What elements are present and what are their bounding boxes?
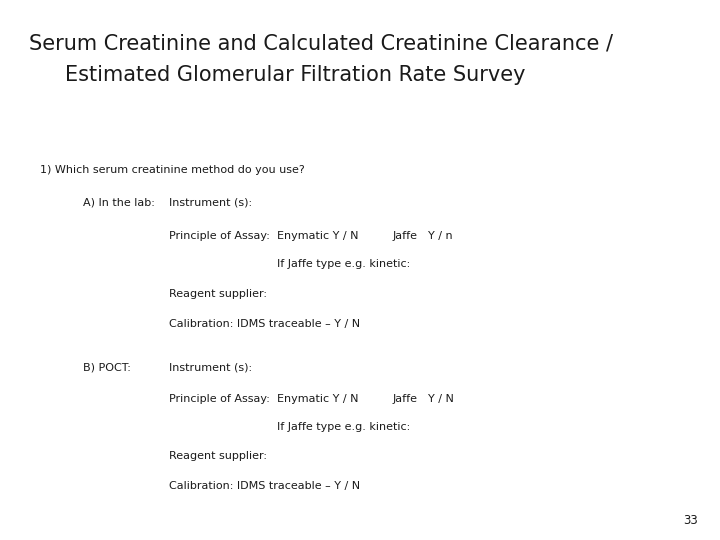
Text: Instrument (s):: Instrument (s): xyxy=(169,198,252,207)
Text: Reagent supplier:: Reagent supplier: xyxy=(169,289,267,299)
Text: Reagent supplier:: Reagent supplier: xyxy=(169,451,267,461)
Text: Principle of Assay:: Principle of Assay: xyxy=(169,394,270,403)
Text: Enymatic Y / N: Enymatic Y / N xyxy=(277,231,359,241)
Text: A) In the lab:: A) In the lab: xyxy=(83,198,155,207)
Text: Calibration: IDMS traceable – Y / N: Calibration: IDMS traceable – Y / N xyxy=(169,319,360,329)
Text: Y / n: Y / n xyxy=(428,231,453,241)
Text: B) POCT:: B) POCT: xyxy=(83,362,130,372)
Text: Enymatic Y / N: Enymatic Y / N xyxy=(277,394,359,403)
Text: If Jaffe type e.g. kinetic:: If Jaffe type e.g. kinetic: xyxy=(277,259,410,268)
Text: 33: 33 xyxy=(684,514,698,526)
Text: Jaffe: Jaffe xyxy=(392,394,418,403)
Text: Calibration: IDMS traceable – Y / N: Calibration: IDMS traceable – Y / N xyxy=(169,481,360,491)
Text: Estimated Glomerular Filtration Rate Survey: Estimated Glomerular Filtration Rate Sur… xyxy=(65,64,526,85)
Text: Y / N: Y / N xyxy=(428,394,454,403)
Text: 1) Which serum creatinine method do you use?: 1) Which serum creatinine method do you … xyxy=(40,165,305,175)
Text: Jaffe: Jaffe xyxy=(392,231,418,241)
Text: Instrument (s):: Instrument (s): xyxy=(169,362,252,372)
Text: If Jaffe type e.g. kinetic:: If Jaffe type e.g. kinetic: xyxy=(277,422,410,431)
Text: Serum Creatinine and Calculated Creatinine Clearance /: Serum Creatinine and Calculated Creatini… xyxy=(29,33,613,53)
Text: Principle of Assay:: Principle of Assay: xyxy=(169,231,270,241)
